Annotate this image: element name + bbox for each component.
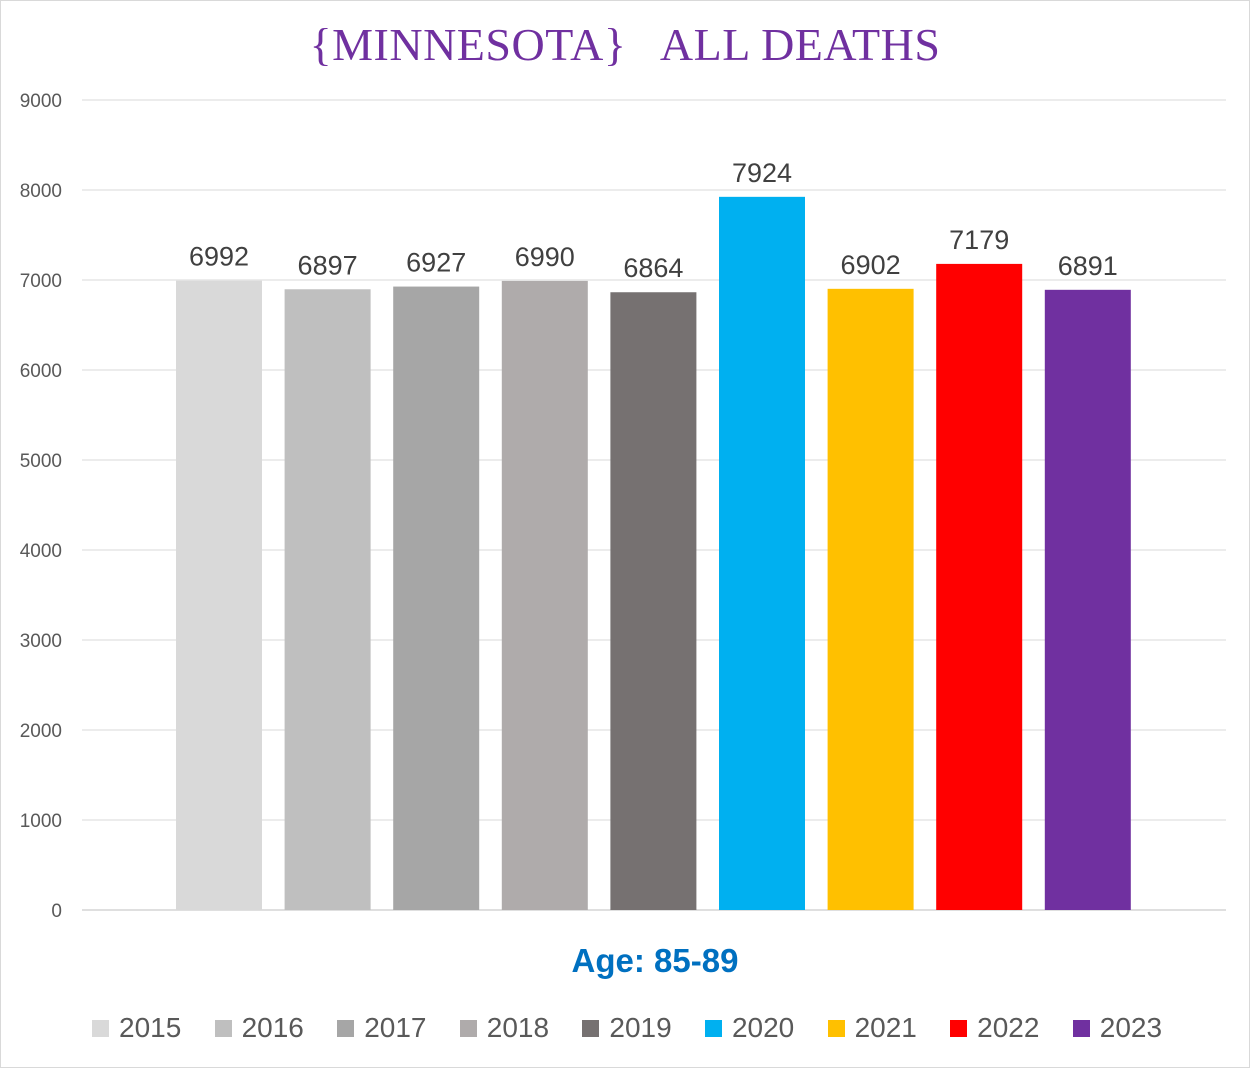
y-tick-label: 4000: [20, 541, 62, 562]
data-label-2018: 6990: [515, 242, 575, 272]
bar-2015: [176, 280, 262, 911]
legend-item-2016: 2016: [214, 1012, 338, 1044]
legend-swatch: [459, 1019, 477, 1037]
legend-label: 2023: [1099, 1012, 1163, 1043]
legend-swatch: [337, 1019, 355, 1037]
data-label-2015: 6992: [189, 242, 249, 272]
bars: [176, 196, 1131, 911]
legend-item-2017: 2017: [337, 1012, 460, 1044]
legend-item-2021: 2021: [827, 1012, 951, 1044]
legend-item-2018: 2018: [459, 1012, 583, 1044]
legend-item-2023: 2023: [1072, 1012, 1196, 1044]
data-label-2019: 6864: [623, 253, 683, 283]
x-axis-title: Age: 85-89: [571, 942, 739, 979]
data-labels: 6992 6897 6927 6990 6864 7924 6902 7179 6891: [189, 158, 1118, 283]
legend-label: 2018: [486, 1012, 550, 1043]
bar-2021: [827, 288, 914, 910]
legend-label: 2020: [731, 1012, 795, 1043]
legend-label: 2022: [977, 1012, 1040, 1043]
data-label-2017: 6927: [406, 248, 466, 278]
bar-2016: [284, 289, 371, 910]
legend-label: 2017: [364, 1012, 427, 1043]
legend-item-2020: 2020: [704, 1012, 828, 1044]
y-tick-label: 2000: [20, 721, 62, 742]
bar-2019: [610, 292, 697, 910]
legend-item-2019: 2019: [582, 1012, 705, 1044]
y-tick-label: 8000: [20, 181, 62, 202]
y-axis: 0 1000 2000 3000 4000 5000 6000 7000 8000 9000: [20, 91, 62, 922]
y-tick-label: 1000: [20, 811, 62, 832]
legend-label: 2021: [854, 1012, 917, 1043]
legend-swatch: [827, 1019, 845, 1037]
y-tick-label: 0: [51, 901, 62, 922]
y-tick-label: 9000: [20, 91, 62, 112]
y-tick-label: 5000: [20, 451, 62, 472]
legend: 2015 2016 2017 2018 2019 2020 2021 2022 2023: [92, 1010, 1195, 1046]
data-label-2016: 6897: [298, 250, 358, 280]
data-label-2022: 7179: [949, 225, 1009, 255]
legend-swatch: [214, 1019, 232, 1037]
data-label-2023: 6891: [1058, 251, 1118, 281]
legend-item-2022: 2022: [950, 1012, 1073, 1044]
bar-2018: [501, 280, 588, 910]
legend-label: 2015: [119, 1012, 182, 1043]
legend-swatch: [704, 1019, 722, 1037]
y-tick-label: 6000: [20, 361, 62, 382]
y-tick-label: 3000: [20, 631, 62, 652]
bar-2022: [936, 263, 1023, 910]
legend-swatch: [582, 1019, 600, 1037]
bar-2023: [1044, 289, 1131, 910]
legend-swatch: [92, 1019, 109, 1037]
chart-title: {MINNESOTA} ALL DEATHS: [309, 19, 941, 70]
legend-label: 2019: [609, 1012, 672, 1043]
bar-2017: [393, 286, 480, 910]
y-tick-label: 7000: [20, 271, 62, 292]
legend-swatch: [950, 1019, 968, 1037]
data-label-2020: 7924: [732, 158, 792, 188]
data-label-2021: 6902: [841, 250, 901, 280]
legend-label: 2016: [241, 1012, 304, 1043]
bar-2020: [719, 196, 805, 911]
legend-item-2015: 2015: [92, 1012, 215, 1044]
legend-swatch: [1072, 1019, 1090, 1037]
